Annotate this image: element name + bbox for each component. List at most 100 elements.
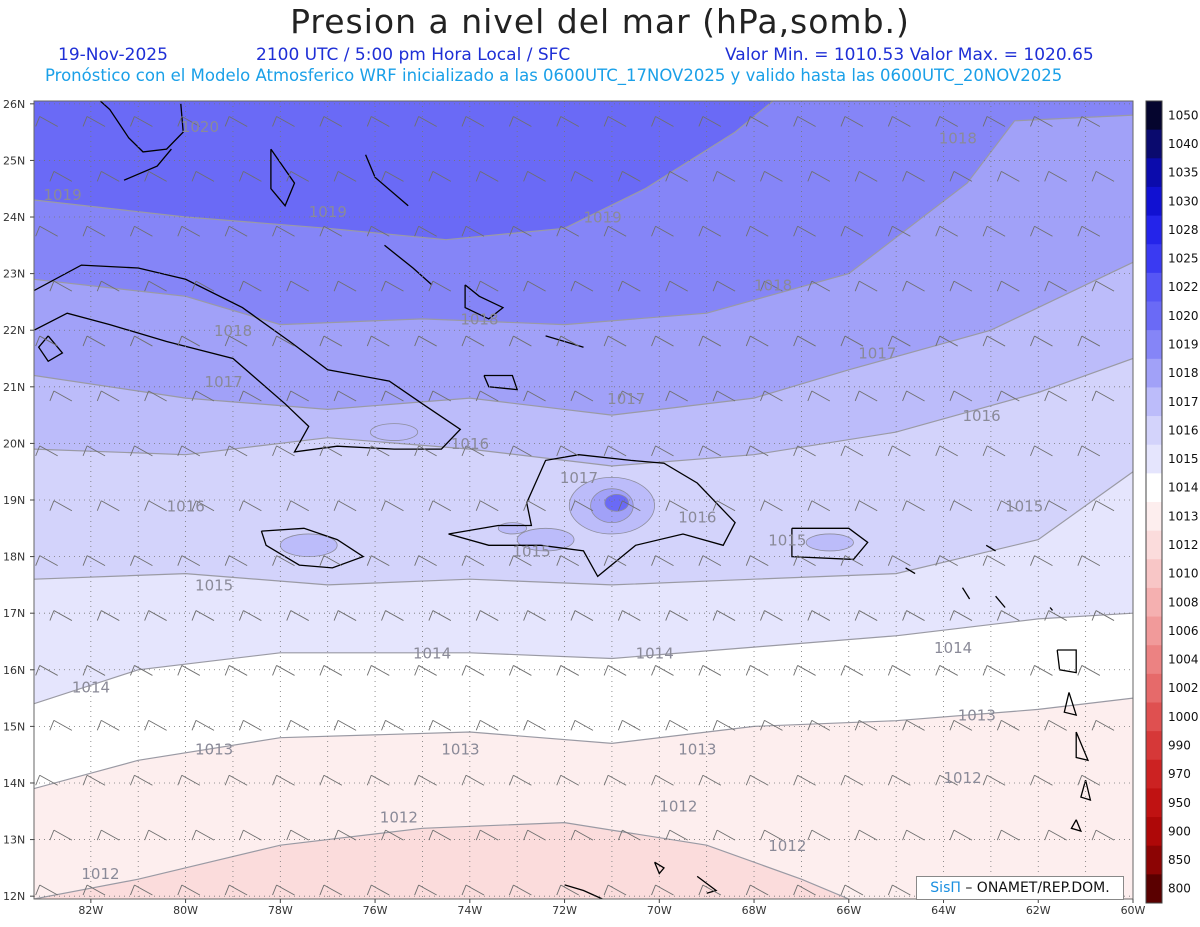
wind-barb xyxy=(1091,390,1115,402)
wind-barb xyxy=(902,829,925,841)
isobar-label: 1012 xyxy=(380,809,418,827)
model-info: Pronóstico con el Modelo Atmosferico WRF… xyxy=(45,66,1063,85)
wind-barb xyxy=(793,335,816,347)
wind-barb xyxy=(508,555,532,567)
colorbar-label: 1019 xyxy=(1168,337,1199,351)
coastline xyxy=(483,374,519,391)
wind-barb xyxy=(144,280,167,292)
wind-barb xyxy=(617,610,641,621)
coastline xyxy=(384,244,433,286)
wind-barb xyxy=(461,665,485,676)
isobar xyxy=(34,101,774,241)
wind-barb xyxy=(935,335,958,347)
isobar xyxy=(34,471,1133,586)
wind-barb xyxy=(1030,774,1053,786)
isobar-label: 1014 xyxy=(636,644,674,662)
wind-barb xyxy=(238,390,262,402)
wind-barb xyxy=(665,500,688,512)
wind-barb xyxy=(238,610,262,621)
wind-barb xyxy=(570,500,594,512)
colorbar-swatch xyxy=(1146,330,1162,360)
coastline xyxy=(1049,607,1054,611)
wind-barb xyxy=(556,335,579,347)
isobar-label: 1016 xyxy=(167,497,205,515)
wind-barb xyxy=(82,225,106,237)
wind-barb xyxy=(96,170,120,182)
wind-barb xyxy=(286,719,309,731)
colorbar-label: 1004 xyxy=(1168,653,1199,667)
wind-barb xyxy=(840,445,864,457)
isobar-label: 1012 xyxy=(81,865,119,883)
coastline xyxy=(1075,731,1090,762)
wind-barb xyxy=(982,225,1006,237)
wind-barb xyxy=(381,719,404,731)
wind-barb xyxy=(887,555,911,567)
wind-barb xyxy=(523,500,546,512)
wind-barb xyxy=(982,665,1006,676)
coastline xyxy=(34,264,462,453)
wind-barb xyxy=(319,335,343,347)
colorbar-label: 1000 xyxy=(1168,710,1199,724)
coastline xyxy=(791,527,869,561)
coastline xyxy=(260,527,365,569)
isobar-label: 1017 xyxy=(607,390,645,408)
wind-barb xyxy=(523,719,546,731)
wind-barb xyxy=(698,555,722,567)
colorbar-label: 1017 xyxy=(1168,395,1199,409)
isobar-label: 1018 xyxy=(939,129,977,147)
wind-barb xyxy=(191,829,215,841)
wind-barb xyxy=(224,884,248,896)
wind-barb xyxy=(996,829,1020,841)
wind-barb xyxy=(508,774,532,786)
wind-barb xyxy=(49,610,73,621)
isobar-label: 1018 xyxy=(460,311,498,329)
lon-tick-label: 64W xyxy=(931,904,956,917)
wind-barb xyxy=(982,335,1006,347)
wind-barb xyxy=(286,610,309,621)
isobar-label: 1013 xyxy=(195,741,233,759)
wind-barb xyxy=(745,774,769,786)
wind-barb xyxy=(130,116,153,127)
wind-barb xyxy=(617,719,641,731)
wind-barb xyxy=(617,170,641,182)
wind-barb xyxy=(177,555,201,567)
wind-barb xyxy=(935,225,958,237)
longitude-axis: 82W 80W 78W 76W 74W 72W 70W 68W 66W 64W 62W 60W xyxy=(78,899,1146,917)
wind-barb xyxy=(1044,719,1067,731)
colorbar-swatch xyxy=(1146,473,1162,503)
lat-tick-label: 20N xyxy=(3,437,25,450)
wind-barb xyxy=(556,665,579,676)
wind-barb xyxy=(144,829,167,841)
wind-barb xyxy=(319,884,343,896)
wind-barb xyxy=(935,665,958,676)
wind-barb xyxy=(854,610,878,621)
wind-barb xyxy=(286,829,309,841)
wind-barb xyxy=(49,719,73,731)
wind-barb xyxy=(319,774,343,786)
lon-tick-label: 60W xyxy=(1121,904,1146,917)
lon-tick-label: 80W xyxy=(173,904,198,917)
wind-barb xyxy=(651,884,674,896)
wind-barb xyxy=(272,665,295,676)
colorbar-swatch xyxy=(1146,759,1162,789)
wind-barb xyxy=(381,829,404,841)
wind-barb xyxy=(238,280,262,292)
isobar-label: 1017 xyxy=(205,373,243,391)
wind-barb xyxy=(887,116,911,127)
wind-barb xyxy=(191,390,215,402)
wind-barb xyxy=(1077,555,1101,567)
wind-barb xyxy=(982,555,1006,567)
wind-barb xyxy=(570,170,594,182)
wind-barb xyxy=(224,116,248,127)
wind-barb xyxy=(745,555,769,567)
wind-barb xyxy=(840,225,864,237)
wind-barb xyxy=(887,225,911,237)
wind-barb xyxy=(996,610,1020,621)
colorbar: 1050 1040 1035 1030 1028 1025 1022 1020 1019 1018… xyxy=(1145,100,1199,904)
latitude-axis: 26N 25N 24N 23N 22N 21N 20N 19N 18N 17N 16N 15N 14N 1… xyxy=(3,98,34,903)
lon-tick-label: 68W xyxy=(742,904,767,917)
wind-barb xyxy=(887,774,911,786)
credit-box: SisΠ – ONAMET/REP.DOM. xyxy=(916,876,1124,900)
wind-barb xyxy=(366,225,390,237)
isobar-label: 1013 xyxy=(678,741,716,759)
